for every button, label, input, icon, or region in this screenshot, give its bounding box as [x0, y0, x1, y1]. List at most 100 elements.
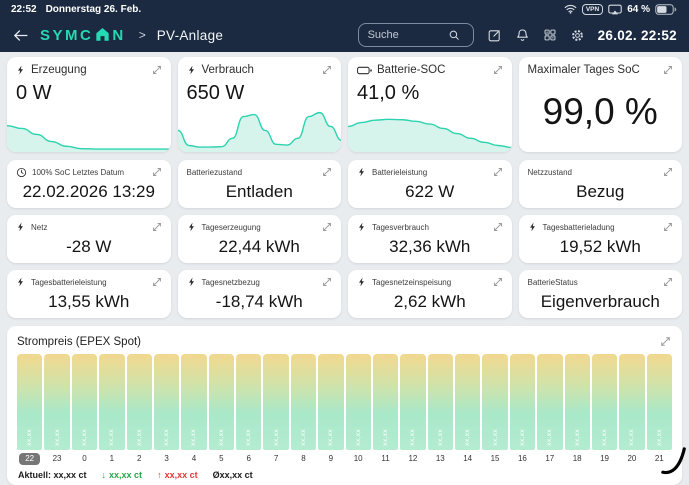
expand-icon[interactable]: [662, 64, 674, 76]
expand-icon[interactable]: [321, 64, 333, 76]
lightning-icon: [16, 276, 26, 288]
tile-batteriestatus[interactable]: BatterieStatus Eigenverbrauch: [518, 270, 682, 318]
price-bar: xx,xx: [345, 354, 371, 450]
price-bar-value-text: xx,xx: [655, 429, 663, 446]
price-bar-value-text: xx,xx: [53, 429, 61, 446]
sparkline-chart: [177, 108, 341, 152]
tile-100-soc-letztes-datum[interactable]: 100% SoC Letztes Datum 22.02.2026 13:29: [7, 160, 171, 208]
expand-icon[interactable]: [492, 166, 504, 178]
price-bar-column: xx,xx 22: [17, 354, 43, 465]
status-time: 22:52: [11, 3, 37, 15]
tile-label: 100% SoC Letztes Datum: [32, 167, 125, 177]
expand-icon[interactable]: [492, 221, 504, 233]
price-bar-value-text: xx,xx: [299, 429, 307, 446]
bell-icon[interactable]: [515, 28, 530, 43]
tile-netzzustand[interactable]: Netzzustand Bezug: [518, 160, 683, 208]
expand-icon[interactable]: [321, 166, 333, 178]
price-bar-value-text: xx,xx: [190, 429, 198, 446]
strompreis-card: Strompreis (EPEX Spot) xx,xx 22 xx,xx 23 xx,…: [7, 326, 682, 485]
search-icon[interactable]: [448, 29, 461, 42]
tile-value: -28 W: [66, 236, 112, 256]
tile-header: Batteriezustand: [178, 160, 342, 178]
tile-erzeugung[interactable]: Erzeugung 0 W: [7, 57, 171, 152]
expand-icon[interactable]: [151, 221, 163, 233]
tile-header: Tagesverbrauch: [348, 215, 512, 233]
legend-min: ↓ xx,xx ct: [101, 470, 143, 480]
tile-label: Tagesbatterieleistung: [31, 277, 107, 287]
back-arrow-icon[interactable]: [12, 28, 29, 43]
tile-tagesverbrauch[interactable]: Tagesverbrauch 32,36 kWh: [348, 215, 512, 263]
symcon-logo[interactable]: SYMC N: [40, 27, 126, 44]
tile-batterieleistung[interactable]: Batterieleistung 622 W: [348, 160, 512, 208]
tile-maximaler-tages-soc[interactable]: Maximaler Tages SoC 99,0 %: [518, 57, 682, 152]
price-bar-column: xx,xx 20: [619, 354, 645, 465]
expand-icon[interactable]: [321, 276, 333, 288]
house-icon: [96, 27, 110, 41]
page-title: PV-Anlage: [156, 27, 224, 43]
tile-tageserzeugung[interactable]: Tageserzeugung 22,44 kWh: [177, 215, 341, 263]
price-bar-value-text: xx,xx: [80, 429, 88, 446]
price-bar-column: xx,xx 15: [482, 354, 508, 465]
expand-icon[interactable]: [662, 166, 674, 178]
price-bar-value-text: xx,xx: [491, 429, 499, 446]
hour-label: 21: [654, 454, 664, 463]
tile-tagesnetzeinspeisung[interactable]: Tagesnetzeinspeisung 2,62 kWh: [348, 270, 512, 318]
expand-icon[interactable]: [492, 64, 504, 76]
tile-batteriezustand[interactable]: Batteriezustand Entladen: [177, 160, 342, 208]
tile-tagesbatterieladung[interactable]: Tagesbatterieladung 19,52 kWh: [518, 215, 682, 263]
hour-label: 23: [52, 454, 62, 463]
lightning-icon: [187, 276, 197, 288]
vpn-badge: VPN: [581, 3, 604, 15]
price-bar-column: xx,xx 9: [318, 354, 344, 465]
hour-label: 15: [490, 454, 500, 463]
hour-label: 1: [109, 454, 115, 463]
expand-icon[interactable]: [492, 276, 504, 288]
expand-icon[interactable]: [662, 276, 674, 288]
legend-current: Aktuell: xx,xx ct: [18, 470, 87, 480]
price-bar: xx,xx: [400, 354, 426, 450]
price-bar: xx,xx: [17, 354, 43, 450]
price-bar: xx,xx: [537, 354, 563, 450]
tile-netz[interactable]: Netz -28 W: [7, 215, 171, 263]
tile-value: 650 W: [186, 82, 245, 104]
tile-header: Batterieleistung: [348, 160, 512, 178]
price-bar: xx,xx: [263, 354, 289, 450]
tile-tagesnetzbezug[interactable]: Tagesnetzbezug -18,74 kWh: [177, 270, 341, 318]
tile-batterie-soc[interactable]: Batterie-SOC 41,0 %: [348, 57, 512, 152]
search-box[interactable]: [357, 23, 474, 47]
expand-icon[interactable]: [151, 276, 163, 288]
apps-grid-icon[interactable]: [543, 28, 557, 42]
expand-icon[interactable]: [151, 64, 163, 76]
price-bar-column: xx,xx 12: [400, 354, 426, 465]
tile-value: 0 W: [16, 82, 52, 104]
hour-label: 11: [381, 454, 390, 463]
tile-header: Netzzustand: [519, 160, 683, 178]
price-bar: xx,xx: [455, 354, 481, 450]
search-input[interactable]: [365, 28, 442, 42]
price-bar-column: xx,xx 5: [208, 354, 234, 465]
tile-label: Tagesnetzeinspeisung: [372, 277, 452, 287]
expand-icon[interactable]: [659, 335, 672, 348]
tile-tagesbatterieleistung[interactable]: Tagesbatterieleistung 13,55 kWh: [7, 270, 171, 318]
tile-label: Verbrauch: [201, 64, 254, 76]
expand-icon[interactable]: [321, 221, 333, 233]
tile-verbrauch[interactable]: Verbrauch 650 W: [177, 57, 341, 152]
gear-icon[interactable]: [570, 28, 585, 43]
price-bar: xx,xx: [126, 354, 152, 450]
expand-icon[interactable]: [151, 166, 163, 178]
lightning-icon: [16, 64, 26, 76]
price-bar-value-text: xx,xx: [327, 429, 335, 446]
edit-icon[interactable]: [487, 28, 502, 43]
price-bar-value: xx,xx: [400, 429, 425, 446]
tile-label: Batterieleistung: [372, 167, 428, 177]
price-bar-column: xx,xx 6: [236, 354, 262, 465]
strompreis-title: Strompreis (EPEX Spot): [17, 335, 141, 348]
tile-value: 32,36 kWh: [389, 236, 471, 256]
tile-label: Maximaler Tages SoC: [527, 64, 640, 76]
wifi-icon: [564, 4, 577, 14]
price-bar-column: xx,xx 13: [427, 354, 453, 465]
price-bar-column: xx,xx 19: [591, 354, 618, 465]
expand-icon[interactable]: [662, 221, 674, 233]
price-bar-value-text: xx,xx: [601, 429, 609, 446]
price-bars: xx,xx 22 xx,xx 23 xx,xx 0 xx,xx 1 xx,xx 2 xx,xx 3 xx…: [17, 354, 672, 465]
